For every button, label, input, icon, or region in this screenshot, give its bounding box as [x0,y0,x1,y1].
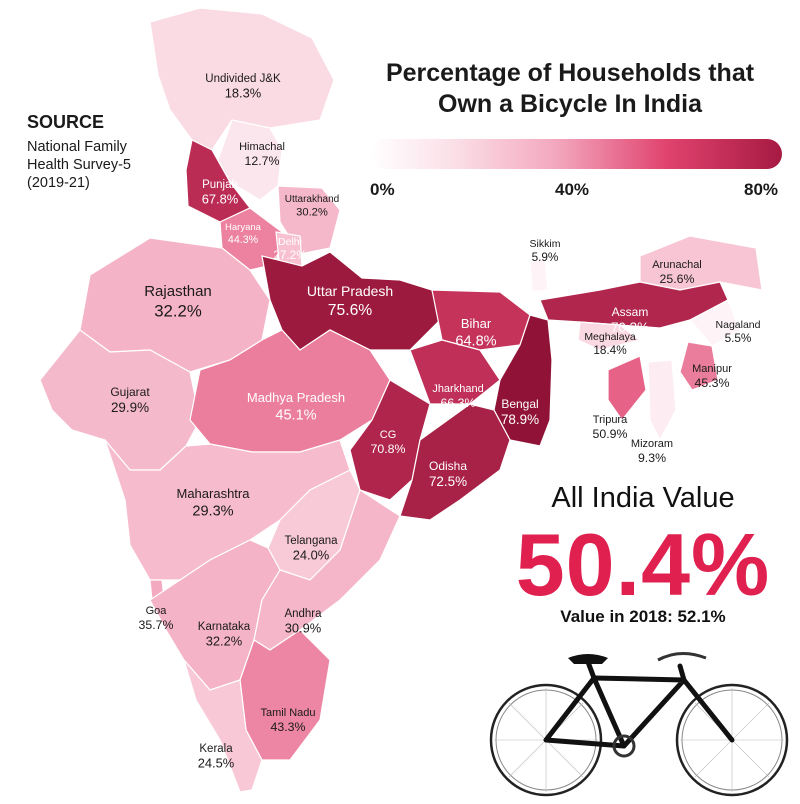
region-name-gujarat: Gujarat [110,385,150,399]
region-value-tamil-nadu: 43.3% [271,720,306,734]
region-name-undivided-j-k: Undivided J&K [205,73,281,85]
source-heading: SOURCE [27,112,105,132]
source-text: National Family Health Survey-5 (2019-21… [27,138,167,192]
region-name-karnataka: Karnataka [198,621,251,633]
region-value-delhi: 27.2% [273,249,307,262]
source-line-3: (2019-21) [27,175,90,191]
region-value-uttarakhand: 30.2% [296,207,328,219]
all-india-value: 50.4% [515,515,771,614]
region-name-tripura: Tripura [593,414,628,426]
region-name-punjab: Punjab [202,179,238,191]
region-name-uttarakhand: Uttarakhand [285,194,339,205]
region-odisha [399,403,511,521]
region-name-meghalaya: Meghalaya [584,331,636,343]
region-mizoram [647,359,677,442]
region-value-madhya-pradesh: 45.1% [275,408,316,424]
region-name-madhya-pradesh: Madhya Pradesh [247,390,345,405]
region-name-odisha: Odisha [429,459,467,473]
region-value-bihar: 64.8% [455,334,496,350]
region-value-cg: 70.8% [371,442,406,456]
front-wheel [675,683,789,797]
region-value-maharashtra: 29.3% [192,504,233,520]
region-value-rajasthan: 32.2% [154,301,202,320]
saddle [568,654,608,664]
region-name-assam: Assam [612,305,649,319]
handlebar [657,652,707,662]
region-value-kerala: 24.5% [198,756,235,771]
region-nagaland [689,299,741,347]
region-value-odisha: 72.5% [429,474,467,489]
region-value-andhra: 30.9% [285,621,322,636]
title-line-1: Percentage of Households that [385,59,755,87]
region-value-karnataka: 32.2% [206,634,243,649]
region-value-tripura: 50.9% [593,427,628,441]
scale-tick-80: 80% [744,180,779,199]
value-2018: Value in 2018: 52.1% [560,607,726,626]
region-name-arunachal: Arunachal [652,259,702,271]
region-value-sikkim: 5.9% [532,251,559,264]
region-name-manipur: Manipur [692,363,732,375]
region-value-gujarat: 29.9% [111,400,149,415]
region-sikkim [529,257,549,293]
source-line-2: Health Survey-5 [27,157,131,173]
region-value-manipur: 45.3% [695,376,730,390]
region-value-meghalaya: 18.4% [593,344,627,357]
bicycle-frame [543,659,735,749]
region-value-jharkhand: 66.3% [441,396,476,410]
region-value-uttar-pradesh: 75.6% [328,302,373,319]
all-india-label: All India Value [551,482,735,514]
region-name-kerala: Kerala [199,743,233,755]
region-name-rajasthan: Rajasthan [144,283,212,300]
region-value-assam: 70.3% [611,320,649,335]
region-name-jharkhand: Jharkhand [432,383,483,395]
source-line-1: National Family [27,139,127,155]
region-value-bengal: 78.9% [501,412,539,427]
region-name-telangana: Telangana [284,535,338,547]
color-scale-bar [370,139,782,169]
rear-wheel [489,683,603,797]
region-value-goa: 35.7% [139,618,174,632]
chart-title: Percentage of Households that Own a Bicy… [340,58,800,120]
region-value-himachal: 12.7% [245,154,280,168]
region-value-undivided-j-k: 18.3% [225,86,262,101]
region-value-mizoram: 9.3% [638,451,666,465]
region-name-tamil-nadu: Tamil Nadu [260,707,315,719]
region-value-telangana: 24.0% [293,548,330,563]
region-manipur [679,341,719,391]
bicycle-illustration [489,652,789,797]
region-value-punjab: 67.8% [202,192,239,207]
region-name-maharashtra: Maharashtra [177,486,251,501]
region-name-sikkim: Sikkim [530,238,561,250]
region-meghalaya [577,321,642,351]
chainring [612,734,636,758]
scale-tick-40: 40% [555,180,590,199]
region-name-goa: Goa [146,605,168,617]
region-value-nagaland: 5.5% [725,332,752,345]
region-name-uttar-pradesh: Uttar Pradesh [307,283,393,299]
region-name-bihar: Bihar [461,316,492,331]
region-tripura [607,355,647,422]
region-value-arunachal: 25.6% [660,272,695,286]
title-line-2: Own a Bicycle In India [438,90,702,118]
region-value-haryana: 44.3% [228,234,259,246]
region-name-andhra: Andhra [284,608,322,620]
region-name-delhi: Delhi [278,236,302,248]
region-kerala [183,659,263,793]
region-tamil-nadu [239,629,331,761]
map-regions [39,7,763,793]
scale-tick-0: 0% [370,180,395,199]
region-name-himachal: Himachal [239,141,285,153]
region-name-bengal: Bengal [501,397,538,411]
region-name-cg: CG [380,429,397,441]
region-andhra [253,489,401,651]
region-name-haryana: Haryana [225,222,262,233]
region-name-nagaland: Nagaland [716,319,761,331]
region-name-mizoram: Mizoram [631,438,673,450]
